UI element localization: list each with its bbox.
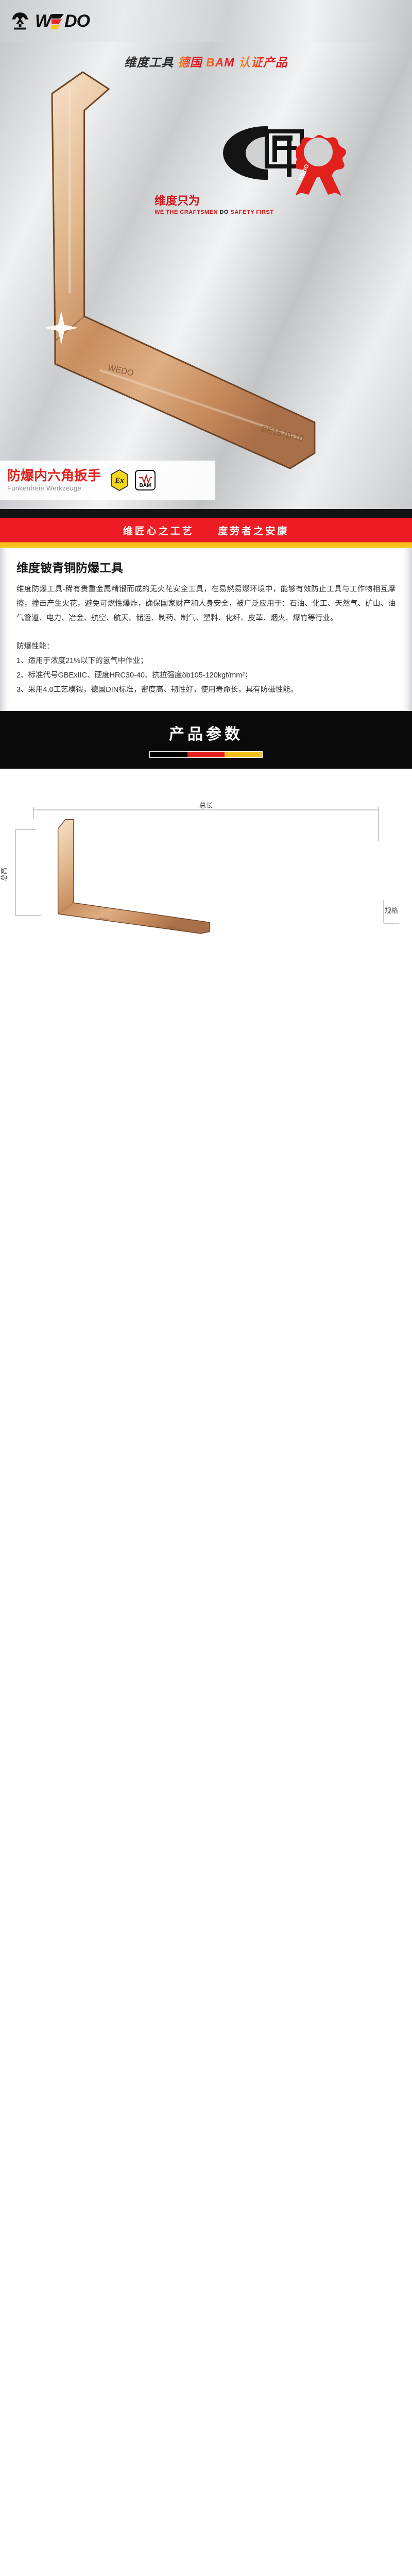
svg-text:规格: 规格 <box>385 907 398 914</box>
svg-text:BAM: BAM <box>140 483 151 488</box>
svg-text:总高: 总高 <box>0 868 8 881</box>
svg-text:Ex: Ex <box>114 477 124 485</box>
svg-text:总长: 总长 <box>199 802 213 809</box>
